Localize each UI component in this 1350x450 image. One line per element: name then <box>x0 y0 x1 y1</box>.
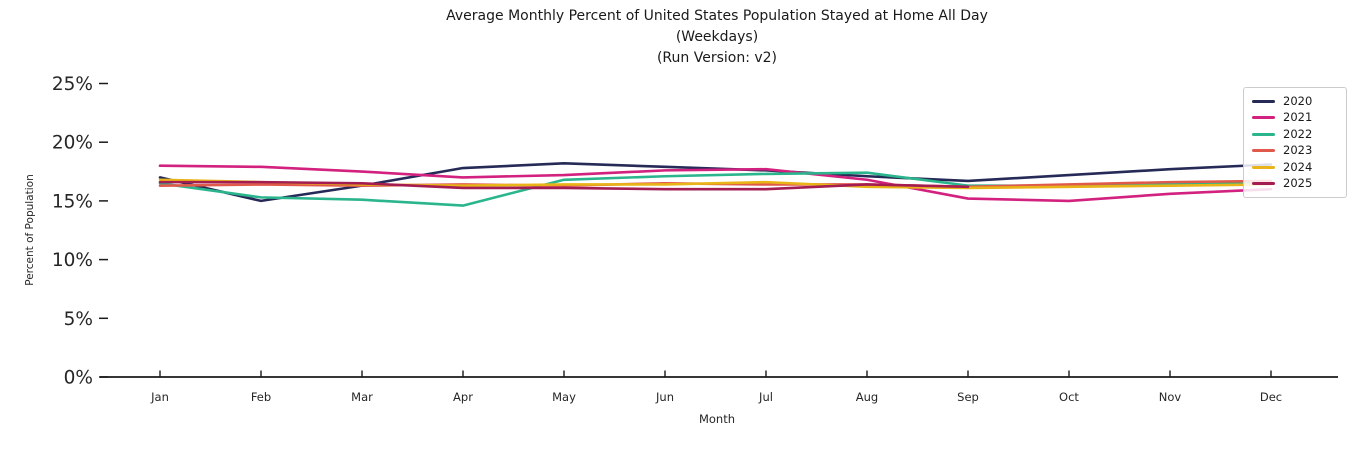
legend-label-2023: 2023 <box>1283 143 1313 157</box>
legend: 2020 2021 2022 2023 2024 2025 <box>1243 87 1347 198</box>
x-tick-label: Oct <box>1059 390 1079 404</box>
y-tick-label: 15% <box>52 191 93 212</box>
legend-label-2020: 2020 <box>1283 93 1313 108</box>
y-axis-label: Percent of Population <box>24 174 36 286</box>
y-tick-label: 20% <box>52 133 93 154</box>
x-tick-label: Nov <box>1159 390 1182 404</box>
x-axis-label: Month <box>698 412 736 426</box>
legend-item-2025: 2025 <box>1252 176 1338 191</box>
chart-title-line-1: Average Monthly Percent of United States… <box>446 8 988 24</box>
legend-label-2025: 2025 <box>1283 176 1313 190</box>
x-tick-label: Dec <box>1260 390 1282 404</box>
x-tick-label: Jun <box>655 390 674 404</box>
legend-item-2023: 2023 <box>1252 143 1338 158</box>
y-tick-label: 25% <box>52 74 93 95</box>
legend-swatch-2025 <box>1252 182 1275 186</box>
legend-swatch-2021 <box>1252 116 1275 120</box>
series-line-2025 <box>158 180 970 191</box>
chart-title-line-2: (Weekdays) <box>675 29 759 45</box>
series-line-2021 <box>158 164 1273 203</box>
legend-swatch-2023 <box>1252 149 1275 153</box>
legend-label-2022: 2022 <box>1283 126 1313 141</box>
y-tick-label: 10% <box>52 250 93 271</box>
y-tick-label: 5% <box>64 309 93 330</box>
x-tick-label: Mar <box>351 390 373 404</box>
legend-item-2024: 2024 <box>1252 160 1338 175</box>
legend-label-2021: 2021 <box>1283 110 1313 124</box>
x-tick-label: Apr <box>453 390 473 404</box>
legend-label-2024: 2024 <box>1283 159 1313 174</box>
legend-item-2022: 2022 <box>1252 127 1338 142</box>
legend-swatch-2020 <box>1252 99 1275 103</box>
x-tick-label: Jan <box>150 390 169 404</box>
x-tick-label: Feb <box>251 390 271 404</box>
legend-swatch-2022 <box>1252 132 1275 136</box>
x-tick-label: Aug <box>856 390 878 404</box>
x-tick-label: Sep <box>957 390 979 404</box>
legend-swatch-2024 <box>1252 165 1275 169</box>
legend-item-2021: 2021 <box>1252 110 1338 125</box>
chart-title-line-3: (Run Version: v2) <box>656 50 778 66</box>
x-tick-label: May <box>552 390 576 404</box>
x-tick-label: Jul <box>758 390 773 404</box>
legend-item-2020: 2020 <box>1252 94 1338 109</box>
y-tick-label: 0% <box>64 368 93 389</box>
chart-title: Average Monthly Percent of United States… <box>446 6 988 69</box>
